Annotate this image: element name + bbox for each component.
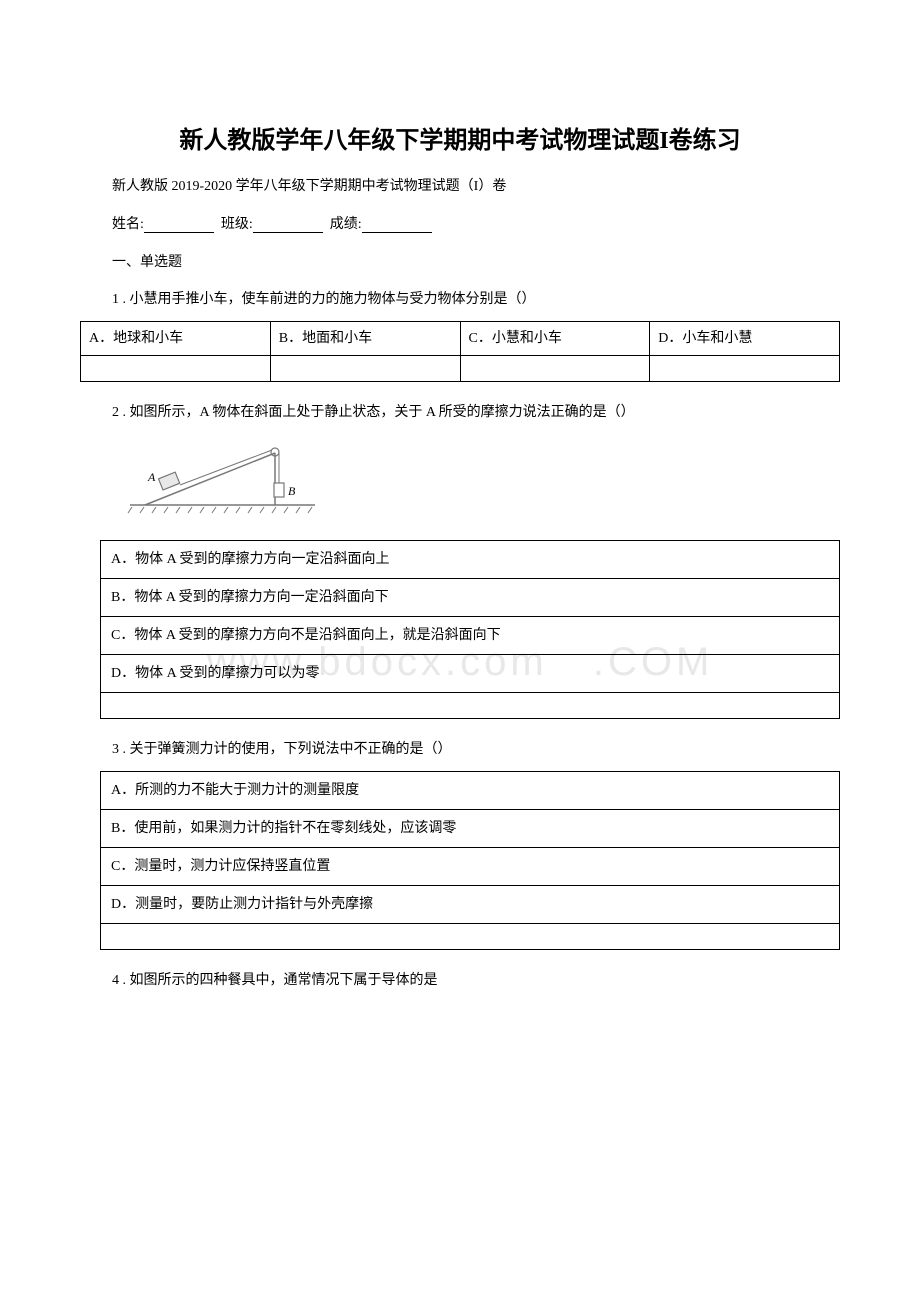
- block-a: [159, 472, 180, 490]
- student-info-line: 姓名: 班级: 成绩:: [80, 213, 840, 233]
- score-blank: [362, 219, 432, 233]
- table-row: B．使用前，如果测力计的指针不在零刻线处，应该调零: [101, 810, 840, 848]
- q1-option-d: D．小车和小慧: [650, 322, 840, 356]
- score-label: 成绩:: [330, 217, 362, 232]
- q2-option-c: C．物体 A 受到的摩擦力方向不是沿斜面向上，就是沿斜面向下: [101, 616, 840, 654]
- page-title: 新人教版学年八年级下学期期中考试物理试题I卷练习: [80, 120, 840, 155]
- table-row: A．地球和小车 B．地面和小车 C．小慧和小车 D．小车和小慧: [81, 322, 840, 356]
- class-label: 班级:: [221, 217, 253, 232]
- table-row: A．物体 A 受到的摩擦力方向一定沿斜面向上: [101, 540, 840, 578]
- subtitle: 新人教版 2019-2020 学年八年级下学期期中考试物理试题（I）卷: [80, 175, 840, 195]
- table-row: C．测量时，测力计应保持竖直位置: [101, 848, 840, 886]
- q2-option-a: A．物体 A 受到的摩擦力方向一定沿斜面向上: [101, 540, 840, 578]
- class-blank: [253, 219, 323, 233]
- question-2-text: 2 . 如图所示，A 物体在斜面上处于静止状态，关于 A 所受的摩擦力说法正确的…: [80, 402, 840, 424]
- label-a: A: [147, 470, 156, 484]
- name-label: 姓名:: [112, 217, 144, 232]
- question-1-text: 1 . 小慧用手推小车，使车前进的力的施力物体与受力物体分别是（）: [80, 289, 840, 311]
- question-2-diagram: A B: [80, 435, 840, 520]
- table-row: D．测量时，要防止测力计指针与外壳摩擦: [101, 886, 840, 924]
- q3-option-c: C．测量时，测力计应保持竖直位置: [101, 848, 840, 886]
- table-row: A．所测的力不能大于测力计的测量限度: [101, 772, 840, 810]
- rope-incline: [180, 450, 272, 485]
- q1-option-a: A．地球和小车: [81, 322, 271, 356]
- question-3-options-table: A．所测的力不能大于测力计的测量限度 B．使用前，如果测力计的指针不在零刻线处，…: [100, 771, 840, 950]
- q2-text-span: 2 . 如图所示，A 物体在斜面上处于静止状态，关于 A 所受的摩擦力说法正确的…: [112, 405, 635, 420]
- q2-option-d: D．物体 A 受到的摩擦力可以为零: [101, 654, 840, 692]
- table-row-empty: [81, 356, 840, 382]
- table-row: D．物体 A 受到的摩擦力可以为零: [101, 654, 840, 692]
- table-row-empty: [101, 692, 840, 718]
- table-row: B．物体 A 受到的摩擦力方向一定沿斜面向下: [101, 578, 840, 616]
- question-1-options-table: A．地球和小车 B．地面和小车 C．小慧和小车 D．小车和小慧: [80, 321, 840, 382]
- q3-option-b: B．使用前，如果测力计的指针不在零刻线处，应该调零: [101, 810, 840, 848]
- q1-option-c: C．小慧和小车: [460, 322, 650, 356]
- question-2-options-table: A．物体 A 受到的摩擦力方向一定沿斜面向上 B．物体 A 受到的摩擦力方向一定…: [100, 540, 840, 719]
- q3-option-d: D．测量时，要防止测力计指针与外壳摩擦: [101, 886, 840, 924]
- incline-diagram-svg: A B: [120, 435, 320, 515]
- name-blank: [144, 219, 214, 233]
- question-4-text: 4 . 如图所示的四种餐具中，通常情况下属于导体的是: [80, 970, 840, 992]
- table-row-empty: [101, 924, 840, 950]
- block-b: [274, 483, 284, 497]
- question-3-text: 3 . 关于弹簧测力计的使用，下列说法中不正确的是（）: [80, 739, 840, 761]
- section-header: 一、单选题: [80, 251, 840, 271]
- table-row: C．物体 A 受到的摩擦力方向不是沿斜面向上，就是沿斜面向下: [101, 616, 840, 654]
- q3-option-a: A．所测的力不能大于测力计的测量限度: [101, 772, 840, 810]
- q2-option-b: B．物体 A 受到的摩擦力方向一定沿斜面向下: [101, 578, 840, 616]
- q1-option-b: B．地面和小车: [270, 322, 460, 356]
- label-b: B: [288, 484, 296, 498]
